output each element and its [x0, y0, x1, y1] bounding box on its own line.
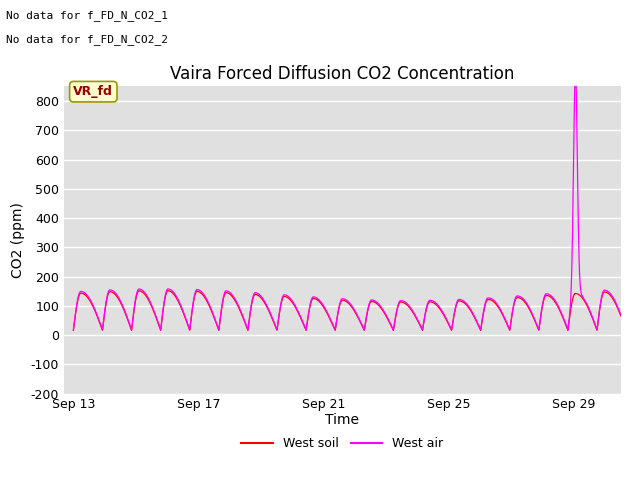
Text: No data for f_FD_N_CO2_2: No data for f_FD_N_CO2_2: [6, 34, 168, 45]
X-axis label: Time: Time: [325, 413, 360, 427]
Text: No data for f_FD_N_CO2_1: No data for f_FD_N_CO2_1: [6, 10, 168, 21]
Y-axis label: CO2 (ppm): CO2 (ppm): [12, 202, 25, 278]
Title: Vaira Forced Diffusion CO2 Concentration: Vaira Forced Diffusion CO2 Concentration: [170, 65, 515, 84]
Legend: West soil, West air: West soil, West air: [236, 432, 449, 455]
Text: VR_fd: VR_fd: [74, 85, 113, 98]
